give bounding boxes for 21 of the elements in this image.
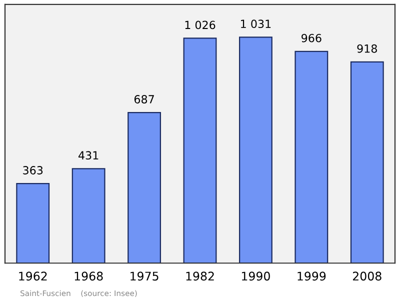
x-tick-label: 1968 (74, 272, 103, 281)
x-tick-label: 1990 (242, 272, 270, 281)
data-label: 966 (302, 34, 322, 42)
data-label: 1 026 (185, 20, 216, 30)
data-label: 687 (134, 95, 154, 104)
bar (239, 36, 272, 264)
x-tick-label: 1975 (130, 272, 158, 281)
bar (350, 61, 384, 264)
x-tick-label: 1982 (186, 272, 214, 281)
bar (72, 168, 106, 264)
data-label: 363 (23, 166, 43, 174)
x-tick-label: 2008 (352, 272, 382, 281)
data-label: 918 (357, 44, 377, 53)
bar (16, 183, 50, 264)
data-label: 1 031 (241, 20, 271, 28)
data-label: 431 (78, 151, 98, 160)
bar (128, 112, 161, 264)
bar (294, 50, 328, 264)
x-tick-label: 1999 (298, 272, 326, 281)
bar (183, 38, 217, 264)
x-tick-label: 1962 (19, 272, 47, 281)
